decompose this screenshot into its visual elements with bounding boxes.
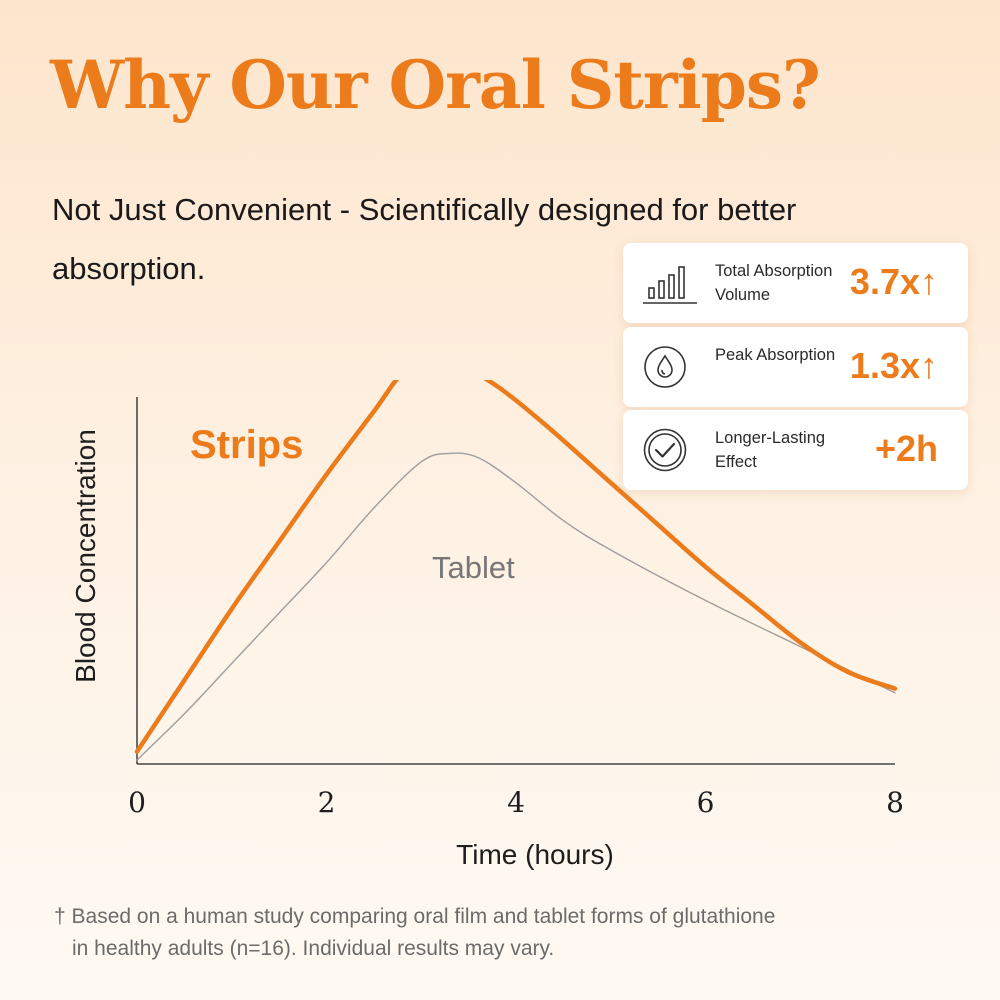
series-label-tablet: Tablet (432, 550, 515, 585)
x-axis-label: Time (hours) (456, 839, 614, 870)
x-tick-label: 4 (507, 786, 525, 819)
stat-label-peak-absorption: Peak Absorption (715, 346, 836, 364)
footnote: † Based on a human study comparing oral … (54, 901, 954, 965)
bar-chart-icon (643, 266, 697, 304)
stat-card-total-absorption: Total Absorption Volume 3.7x↑ (623, 243, 968, 323)
stat-value-peak-absorption: 1.3x↑ (849, 345, 938, 386)
footnote-line-2: in healthy adults (n=16). Individual res… (72, 937, 555, 960)
page-title: Why Our Oral Strips? (50, 46, 821, 124)
stat-value-longer-lasting: +2h (874, 428, 938, 469)
stat-card-peak-absorption: Peak Absorption 1.3x↑ (623, 327, 968, 407)
series-line-strips (134, 380, 898, 754)
check-circle-icon (643, 428, 687, 472)
series-label-strips: Strips (190, 423, 303, 467)
x-tick-label: 2 (318, 786, 336, 819)
absorption-line-chart: Strips Tablet 0 2 4 6 8 Time (hours) Blood Co… (70, 380, 904, 870)
x-tick-label: 8 (886, 786, 904, 819)
page-subtitle: Not Just Convenient - Scientifically des… (52, 192, 797, 286)
x-tick-label: 0 (128, 786, 146, 819)
stat-label-total-absorption: Total Absorption Volume (715, 262, 833, 304)
stat-label-longer-lasting: Longer-Lasting Effect (715, 429, 826, 471)
stat-value-total-absorption: 3.7x↑ (849, 261, 938, 302)
stat-card-longer-lasting: Longer-Lasting Effect +2h (623, 410, 968, 490)
series-line-tablet (136, 452, 896, 761)
x-tick-label: 6 (697, 786, 715, 819)
y-axis-label: Blood Concentration (70, 429, 101, 683)
footnote-line-1: † Based on a human study comparing oral … (54, 905, 776, 928)
water-drop-icon (644, 346, 686, 388)
